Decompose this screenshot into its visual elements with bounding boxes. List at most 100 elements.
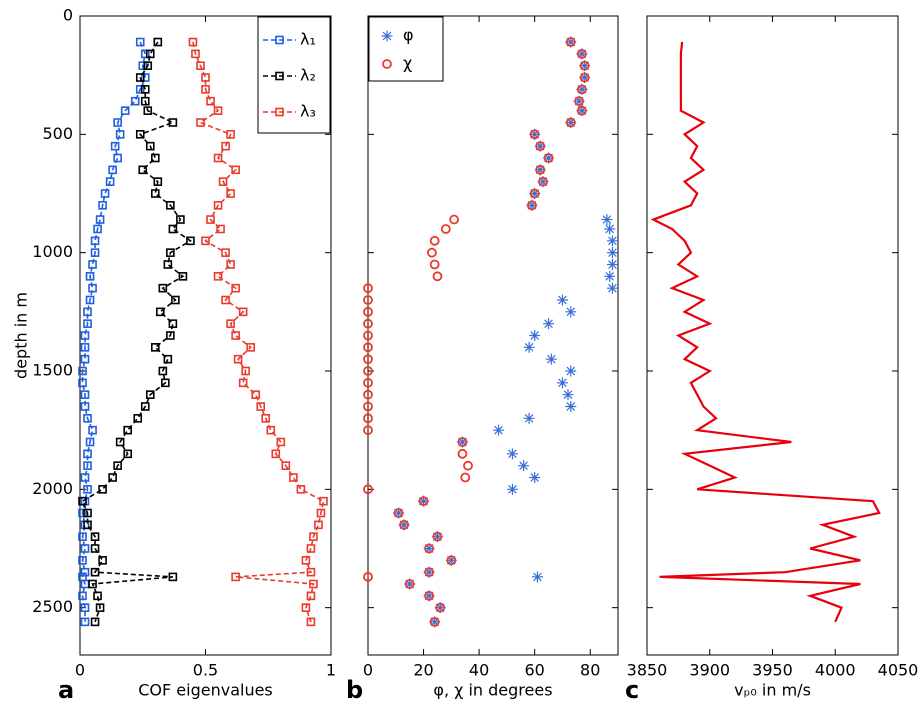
marker — [206, 96, 215, 106]
marker — [363, 366, 373, 376]
marker — [231, 572, 240, 582]
marker — [523, 341, 535, 353]
marker — [80, 354, 90, 364]
x-tick-label: 3850 — [627, 661, 668, 680]
marker — [543, 153, 554, 163]
marker — [529, 128, 541, 140]
marker — [306, 567, 316, 577]
marker — [363, 354, 373, 365]
marker — [538, 176, 548, 187]
marker — [83, 508, 92, 518]
marker — [363, 425, 373, 436]
marker — [529, 129, 540, 140]
marker — [90, 544, 100, 553]
marker — [231, 283, 240, 293]
x-tick-label: 80 — [580, 661, 600, 680]
marker — [363, 401, 373, 412]
marker — [201, 236, 210, 246]
marker — [316, 508, 326, 518]
marker — [105, 177, 115, 186]
marker — [562, 389, 574, 401]
legend-label: λ₁ — [300, 30, 316, 49]
marker — [457, 448, 468, 459]
marker — [158, 366, 168, 376]
marker — [446, 555, 457, 566]
marker — [231, 165, 240, 175]
legend-box — [368, 16, 444, 82]
marker — [135, 130, 145, 139]
x-tick-label: 3950 — [752, 661, 793, 680]
marker — [314, 520, 323, 530]
marker — [573, 95, 585, 107]
marker — [80, 402, 90, 411]
legend-label: φ — [403, 26, 414, 45]
marker — [535, 164, 546, 175]
marker — [404, 579, 415, 589]
marker — [238, 307, 248, 317]
marker — [90, 236, 100, 246]
marker — [191, 49, 200, 59]
marker — [85, 295, 95, 305]
marker — [158, 283, 168, 293]
marker — [138, 61, 148, 71]
marker — [506, 483, 518, 495]
marker — [115, 130, 125, 139]
marker — [213, 153, 223, 163]
marker — [88, 579, 97, 589]
x-axis-label: φ, χ in degrees — [433, 681, 552, 700]
y-tick-label: 1000 — [32, 242, 73, 261]
marker — [363, 330, 373, 341]
marker — [440, 224, 451, 234]
marker — [423, 590, 435, 602]
legend-marker — [275, 71, 284, 81]
marker — [565, 117, 576, 128]
x-tick-label: 0 — [75, 661, 85, 680]
legend-marker — [381, 30, 393, 42]
marker — [246, 343, 255, 352]
marker — [363, 306, 373, 317]
marker — [251, 390, 260, 399]
marker — [90, 248, 100, 257]
marker — [93, 591, 102, 601]
marker — [565, 117, 577, 128]
marker — [80, 343, 90, 352]
marker — [429, 616, 440, 627]
marker — [526, 200, 537, 211]
marker — [233, 354, 243, 364]
marker — [213, 106, 223, 115]
marker — [110, 141, 120, 151]
marker — [218, 177, 228, 186]
marker — [78, 556, 87, 565]
marker — [266, 425, 276, 435]
panel-label: c — [625, 676, 639, 701]
marker — [431, 531, 443, 543]
marker — [604, 270, 616, 282]
marker — [113, 461, 122, 470]
marker — [163, 354, 173, 364]
marker — [85, 272, 95, 281]
marker — [256, 402, 266, 411]
marker — [418, 496, 429, 507]
marker — [83, 485, 92, 494]
marker — [424, 543, 435, 554]
marker — [363, 342, 373, 353]
marker — [506, 448, 518, 460]
marker — [78, 508, 87, 518]
marker — [140, 49, 150, 59]
x-tick-label: 0.5 — [193, 661, 218, 680]
marker — [151, 189, 160, 198]
marker — [95, 215, 105, 224]
marker — [579, 72, 590, 83]
marker — [445, 554, 457, 566]
marker — [434, 602, 446, 614]
marker — [404, 578, 416, 590]
marker — [606, 235, 618, 247]
marker — [98, 485, 107, 494]
marker — [363, 572, 373, 582]
marker — [98, 556, 107, 565]
marker — [565, 36, 577, 48]
y-tick-label: 2500 — [32, 597, 73, 616]
marker — [565, 37, 576, 47]
marker — [574, 96, 585, 107]
marker — [556, 377, 568, 389]
